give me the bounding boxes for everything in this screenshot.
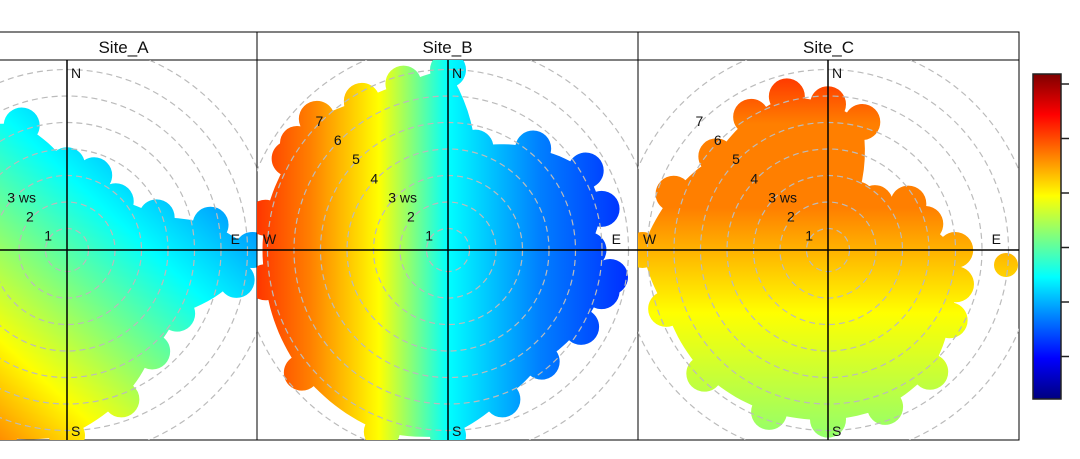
ws-tick-label: 2 <box>407 208 415 224</box>
compass-label-n: N <box>452 65 462 81</box>
compass-label-w: W <box>263 231 277 247</box>
ws-tick-label: 1 <box>425 228 433 244</box>
compass-label-s: S <box>832 423 841 439</box>
compass-label-n: N <box>71 65 81 81</box>
ws-tick-label: 3 ws <box>768 189 797 205</box>
ws-tick-label: 7 <box>316 113 324 129</box>
compass-label-e: E <box>992 231 1001 247</box>
ws-tick-label: 5 <box>732 151 740 167</box>
colorbar <box>1032 73 1069 400</box>
compass-label-s: S <box>452 423 461 439</box>
ws-tick-label: 6 <box>334 132 342 148</box>
panel-title: Site_B <box>422 38 472 57</box>
colorbar-scale <box>1032 73 1062 400</box>
ws-tick-label: 1 <box>805 228 813 244</box>
ws-tick-label: 7 <box>696 113 704 129</box>
compass-label-s: S <box>71 423 80 439</box>
ws-tick-label: 3 ws <box>7 189 36 205</box>
ws-tick-label: 3 ws <box>388 189 417 205</box>
panel-strip <box>637 31 1020 61</box>
ws-tick-label: 1 <box>44 228 52 244</box>
compass-label-e: E <box>231 231 240 247</box>
panel-title: Site_C <box>803 38 854 57</box>
panel-title: Site_A <box>98 38 149 57</box>
ws-tick-label: 6 <box>714 132 722 148</box>
compass-label-e: E <box>612 231 621 247</box>
ws-tick-label: 2 <box>26 208 34 224</box>
ws-tick-label: 4 <box>750 170 758 186</box>
ws-tick-label: 5 <box>352 151 360 167</box>
ws-tick-label: 2 <box>787 208 795 224</box>
compass-label-n: N <box>832 65 842 81</box>
ws-tick-label: 4 <box>370 170 378 186</box>
compass-label-w: W <box>643 231 657 247</box>
